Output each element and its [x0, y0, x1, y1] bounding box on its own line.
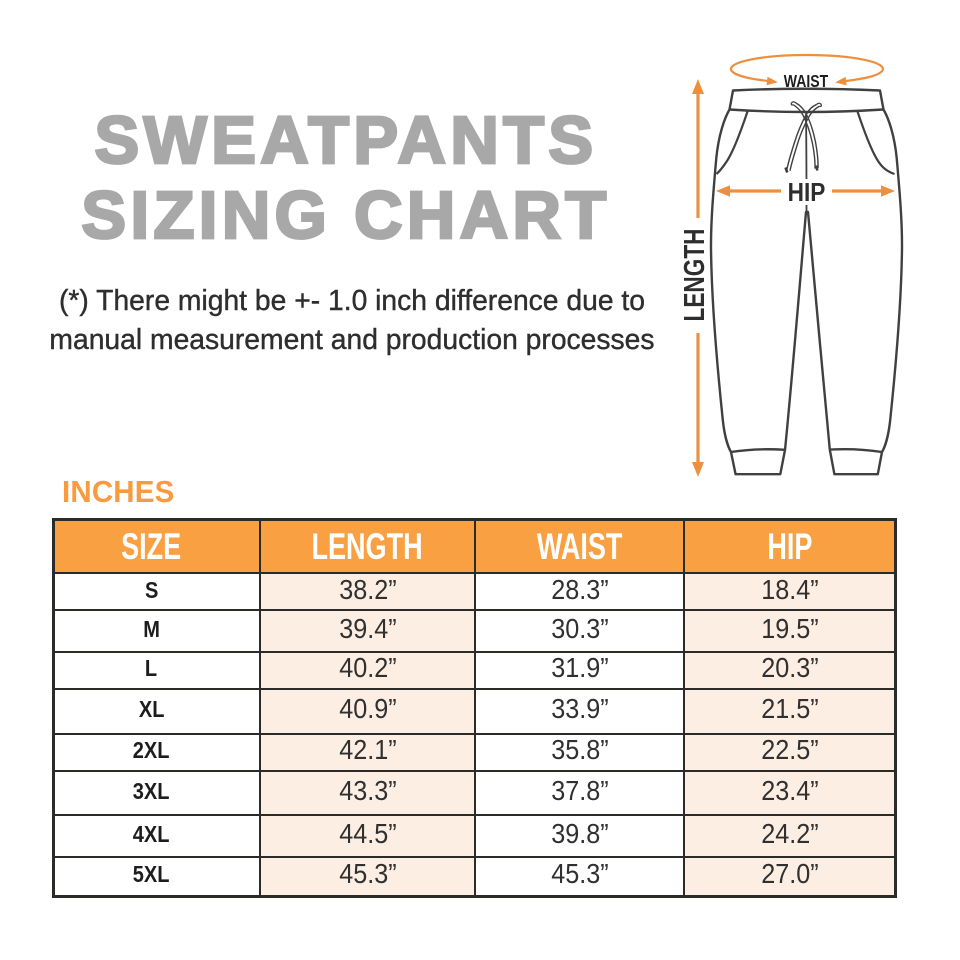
svg-text:WAIST: WAIST	[784, 71, 829, 91]
svg-text:HIP: HIP	[788, 179, 826, 208]
svg-text:LENGTH: LENGTH	[677, 229, 710, 322]
